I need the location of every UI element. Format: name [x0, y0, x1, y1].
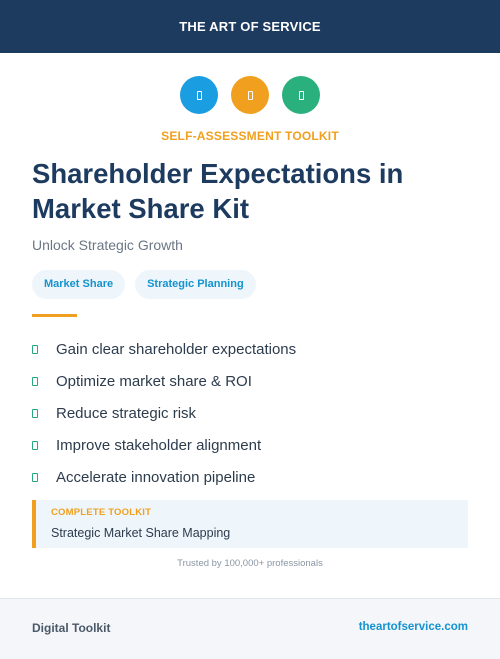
tag-market-share[interactable]: Market Share: [32, 270, 126, 299]
check-icon: [32, 472, 38, 482]
accent-divider: [32, 314, 77, 317]
benefit-text: Gain clear shareholder expectations: [56, 340, 297, 358]
toolkit-callout: COMPLETE TOOLKIT Strategic Market Share …: [32, 500, 468, 548]
benefit-text: Optimize market share & ROI: [56, 372, 252, 390]
website-link[interactable]: theartofservice.com: [358, 621, 468, 633]
tag-strategic-planning[interactable]: Strategic Planning: [135, 270, 256, 299]
page-title: Shareholder Expectations in Market Share…: [32, 158, 404, 224]
check-icon: [32, 408, 38, 418]
check-icon: [32, 344, 38, 354]
brand-name: THE ART OF SERVICE: [179, 19, 321, 34]
green-badge-icon: [282, 76, 320, 114]
check-icon: [32, 440, 38, 450]
footer: Digital Toolkit theartofservice.com: [0, 598, 500, 659]
subtitle: Unlock Strategic Growth: [32, 237, 183, 253]
list-item: Reduce strategic risk: [32, 397, 472, 429]
tag-list: Market Share Strategic Planning: [32, 270, 256, 299]
callout-label: COMPLETE TOOLKIT: [51, 507, 152, 518]
list-item: Improve stakeholder alignment: [32, 429, 472, 461]
check-icon: [32, 376, 38, 386]
list-item: Accelerate innovation pipeline: [32, 461, 472, 493]
icon-row: [0, 76, 500, 114]
callout-value: Strategic Market Share Mapping: [51, 526, 231, 540]
footer-label: Digital Toolkit: [32, 621, 111, 635]
top-banner: THE ART OF SERVICE: [0, 0, 500, 53]
blue-badge-icon: [180, 76, 218, 114]
benefit-text: Accelerate innovation pipeline: [56, 468, 256, 486]
orange-badge-icon: [231, 76, 269, 114]
benefit-text: Reduce strategic risk: [56, 404, 197, 422]
list-item: Optimize market share & ROI: [32, 365, 472, 397]
list-item: Gain clear shareholder expectations: [32, 333, 472, 365]
benefit-text: Improve stakeholder alignment: [56, 436, 262, 454]
benefit-list: Gain clear shareholder expectations Opti…: [32, 333, 472, 493]
trust-note: Trusted by 100,000+ professionals: [177, 558, 323, 569]
toolkit-kicker: SELF-ASSESSMENT TOOLKIT: [161, 129, 339, 143]
